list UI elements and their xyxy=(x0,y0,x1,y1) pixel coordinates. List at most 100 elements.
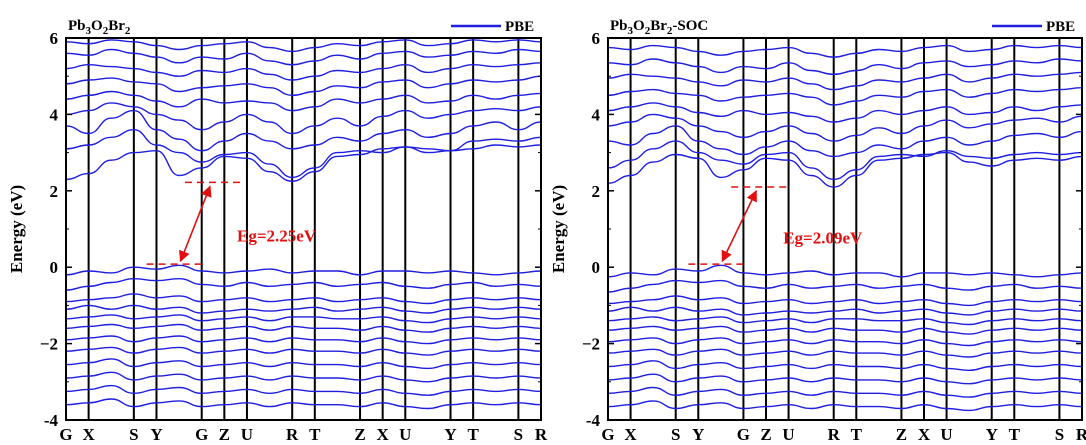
valence-band-10 xyxy=(66,384,541,396)
kpoint-label: U xyxy=(399,425,411,444)
valence-band-1 xyxy=(66,277,541,291)
title-part: O xyxy=(91,18,103,34)
valence-band-5 xyxy=(608,325,1082,335)
kpoint-label: Y xyxy=(444,425,456,444)
legend-label: PBE xyxy=(505,19,534,35)
kpoint-label: T xyxy=(851,425,863,444)
title-subscript: 3 xyxy=(628,25,634,37)
valence-band-4 xyxy=(608,316,1082,326)
valence-band-9 xyxy=(608,373,1082,385)
conduction-band-5 xyxy=(66,75,541,97)
conduction-band-7 xyxy=(608,58,1082,76)
ytick-label: −2 xyxy=(40,335,58,354)
conduction-band-2 xyxy=(66,109,541,152)
valence-band-1 xyxy=(608,279,1082,293)
kpoint-label: U xyxy=(782,425,794,444)
ytick-label: 0 xyxy=(592,258,601,277)
ytick-label: 6 xyxy=(592,29,601,48)
conduction-band-1 xyxy=(66,128,541,179)
kpoint-label: Z xyxy=(354,425,365,444)
conduction-band-2 xyxy=(608,125,1082,158)
ytick-label: −2 xyxy=(582,335,600,354)
title-subscript: 3 xyxy=(86,25,92,37)
valence-band-6 xyxy=(66,335,541,345)
ytick-label: 4 xyxy=(592,105,601,124)
kpoint-label: G xyxy=(59,425,72,444)
kpoint-label: T xyxy=(1009,425,1021,444)
conduction-band-0 xyxy=(66,136,541,183)
valence-band-8 xyxy=(608,360,1082,372)
y-axis-label: Energy (eV) xyxy=(549,185,568,273)
valence-band-4 xyxy=(66,314,541,324)
conduction-band-4 xyxy=(608,102,1082,123)
title-part: -SOC xyxy=(672,18,708,34)
kpoint-label: X xyxy=(82,425,95,444)
conduction-band-3 xyxy=(608,113,1082,142)
ytick-label: 6 xyxy=(50,29,59,48)
kpoint-label: Y xyxy=(150,425,162,444)
title-part: O xyxy=(633,18,645,34)
title-part: Pb xyxy=(68,18,86,34)
kpoint-label: Z xyxy=(760,425,771,444)
title-part: Br xyxy=(650,18,667,34)
chart-title: Pb3​O2​Br2​-SOC xyxy=(610,18,708,37)
ytick-label: -4 xyxy=(44,411,59,430)
title-subscript: 2 xyxy=(667,25,673,37)
kpoint-label: S xyxy=(1055,425,1064,444)
kpoint-label: T xyxy=(467,425,479,444)
ytick-label: 4 xyxy=(50,105,59,124)
title-subscript: 2 xyxy=(645,25,651,37)
valence-band-2 xyxy=(608,295,1082,307)
band-gap-label: Eg=2.25eV xyxy=(237,226,317,245)
kpoint-label: X xyxy=(377,425,390,444)
bands-group xyxy=(66,39,541,410)
kpoint-label: G xyxy=(737,425,750,444)
kpoint-label: S xyxy=(129,425,138,444)
conduction-band-7 xyxy=(66,48,541,66)
kpoint-label: R xyxy=(1076,425,1086,444)
valence-band-3 xyxy=(66,304,541,314)
valence-band-0 xyxy=(66,264,541,276)
valence-band-6 xyxy=(608,337,1082,347)
valence-band-5 xyxy=(66,323,541,333)
kpoint-label: R xyxy=(535,425,548,444)
valence-band-0 xyxy=(608,264,1082,278)
conduction-band-0 xyxy=(608,151,1082,188)
kpoint-label: G xyxy=(195,425,208,444)
legend-label: PBE xyxy=(1046,19,1075,35)
valence-band-11 xyxy=(608,400,1082,412)
kpoint-label: U xyxy=(241,425,253,444)
ytick-label: 0 xyxy=(50,258,59,277)
kpoint-label: R xyxy=(828,425,841,444)
conduction-band-8 xyxy=(66,39,541,53)
band-gap-arrow xyxy=(721,189,757,263)
title-part: Pb xyxy=(610,18,628,34)
kpoint-label: G xyxy=(601,425,614,444)
ytick-label: 2 xyxy=(50,182,59,201)
conduction-band-6 xyxy=(608,71,1082,91)
kpoint-label: Y xyxy=(692,425,704,444)
valence-band-9 xyxy=(66,371,541,383)
valence-band-10 xyxy=(608,386,1082,398)
valence-band-7 xyxy=(66,346,541,356)
ytick-label: 2 xyxy=(592,182,601,201)
conduction-band-6 xyxy=(66,62,541,81)
kpoint-label: T xyxy=(309,425,321,444)
title-subscript: 2 xyxy=(125,25,131,37)
bands-group xyxy=(608,44,1082,412)
kpoint-label: U xyxy=(940,425,952,444)
valence-band-7 xyxy=(608,348,1082,358)
conduction-band-8 xyxy=(608,44,1082,58)
valence-band-8 xyxy=(66,358,541,370)
kpoint-label: X xyxy=(918,425,931,444)
conduction-band-3 xyxy=(66,102,541,135)
kpoint-label: Y xyxy=(986,425,998,444)
kpoint-label: X xyxy=(624,425,637,444)
kpoint-label: S xyxy=(671,425,680,444)
kpoint-label: Z xyxy=(219,425,230,444)
kpoint-label: R xyxy=(286,425,299,444)
conduction-band-5 xyxy=(608,87,1082,106)
ytick-label: -4 xyxy=(586,411,601,430)
title-subscript: 2 xyxy=(103,25,109,37)
